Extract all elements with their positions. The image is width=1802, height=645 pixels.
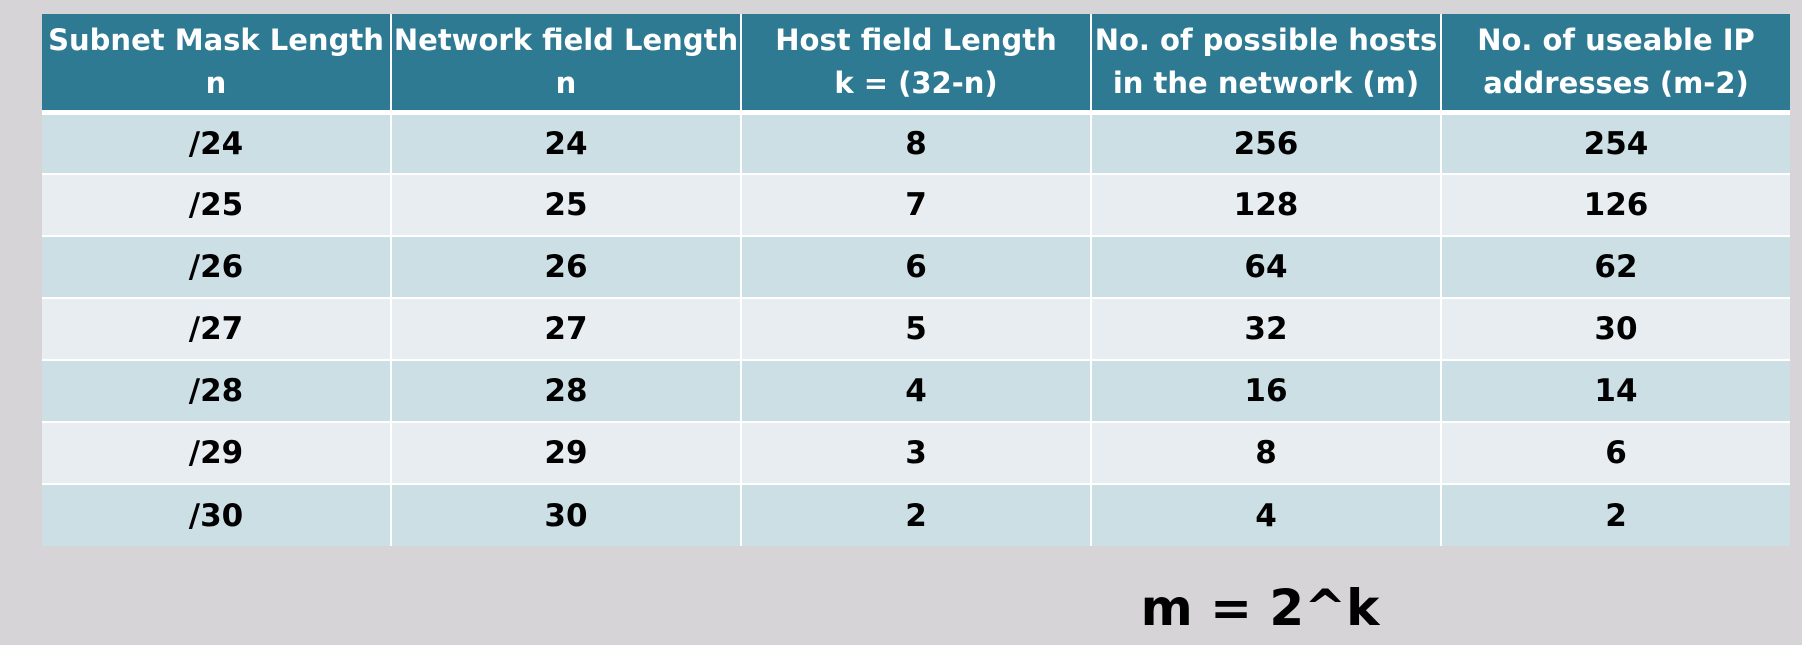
cell-host-length: 8 xyxy=(740,112,1092,174)
table-row: /30 30 2 4 2 xyxy=(42,483,1790,546)
table-body: /24 24 8 256 254 /25 25 7 128 126 /26 26… xyxy=(42,112,1790,546)
header-line2: k = (32-n) xyxy=(834,65,998,100)
subnet-table: Subnet Mask Length n Network field Length… xyxy=(42,14,1790,546)
cell-host-length: 2 xyxy=(740,483,1092,546)
header-row: Subnet Mask Length n Network field Length… xyxy=(42,14,1790,115)
header-line1: No. of possible hosts xyxy=(1094,22,1438,57)
header-line2: addresses (m-2) xyxy=(1483,65,1749,100)
cell-possible-hosts: 8 xyxy=(1090,421,1442,484)
cell-useable-addresses: 30 xyxy=(1440,297,1790,360)
table-row: /28 28 4 16 14 xyxy=(42,359,1790,422)
cell-useable-addresses: 6 xyxy=(1440,421,1790,484)
header-possible-hosts: No. of possible hosts in the network (m) xyxy=(1090,14,1442,115)
table-row: /24 24 8 256 254 xyxy=(42,112,1790,174)
cell-subnet-mask: /29 xyxy=(42,421,392,484)
cell-host-length: 3 xyxy=(740,421,1092,484)
cell-useable-addresses: 62 xyxy=(1440,235,1790,298)
cell-subnet-mask: /25 xyxy=(42,173,392,236)
cell-network-length: 30 xyxy=(390,483,742,546)
table-row: /29 29 3 8 6 xyxy=(42,421,1790,484)
cell-possible-hosts: 128 xyxy=(1090,173,1442,236)
formula-text: m = 2^k xyxy=(1140,579,1380,637)
cell-possible-hosts: 16 xyxy=(1090,359,1442,422)
cell-possible-hosts: 64 xyxy=(1090,235,1442,298)
header-line1: No. of useable IP xyxy=(1477,22,1755,57)
cell-subnet-mask: /28 xyxy=(42,359,392,422)
cell-host-length: 5 xyxy=(740,297,1092,360)
cell-network-length: 25 xyxy=(390,173,742,236)
cell-host-length: 6 xyxy=(740,235,1092,298)
header-subnet-mask-length: Subnet Mask Length n xyxy=(42,14,392,115)
cell-possible-hosts: 256 xyxy=(1090,112,1442,174)
cell-network-length: 28 xyxy=(390,359,742,422)
cell-useable-addresses: 14 xyxy=(1440,359,1790,422)
cell-useable-addresses: 2 xyxy=(1440,483,1790,546)
cell-possible-hosts: 4 xyxy=(1090,483,1442,546)
header-line1: Host field Length xyxy=(775,22,1057,57)
cell-useable-addresses: 254 xyxy=(1440,112,1790,174)
cell-host-length: 7 xyxy=(740,173,1092,236)
cell-network-length: 24 xyxy=(390,112,742,174)
cell-subnet-mask: /26 xyxy=(42,235,392,298)
cell-possible-hosts: 32 xyxy=(1090,297,1442,360)
header-line2: in the network (m) xyxy=(1112,65,1420,100)
header-useable-ip-addresses: No. of useable IP addresses (m-2) xyxy=(1440,14,1790,115)
table-row: /26 26 6 64 62 xyxy=(42,235,1790,298)
table-row: /27 27 5 32 30 xyxy=(42,297,1790,360)
cell-subnet-mask: /27 xyxy=(42,297,392,360)
header-host-field-length: Host field Length k = (32-n) xyxy=(740,14,1092,115)
header-line2: n xyxy=(555,65,577,100)
cell-host-length: 4 xyxy=(740,359,1092,422)
header-line2: n xyxy=(205,65,227,100)
cell-network-length: 29 xyxy=(390,421,742,484)
table-row: /25 25 7 128 126 xyxy=(42,173,1790,236)
cell-useable-addresses: 126 xyxy=(1440,173,1790,236)
cell-subnet-mask: /30 xyxy=(42,483,392,546)
cell-network-length: 27 xyxy=(390,297,742,360)
cell-network-length: 26 xyxy=(390,235,742,298)
header-line1: Subnet Mask Length xyxy=(48,22,384,57)
header-network-field-length: Network field Length n xyxy=(390,14,742,115)
table-header: Subnet Mask Length n Network field Length… xyxy=(42,14,1790,115)
header-line1: Network field Length xyxy=(393,22,739,57)
cell-subnet-mask: /24 xyxy=(42,112,392,174)
